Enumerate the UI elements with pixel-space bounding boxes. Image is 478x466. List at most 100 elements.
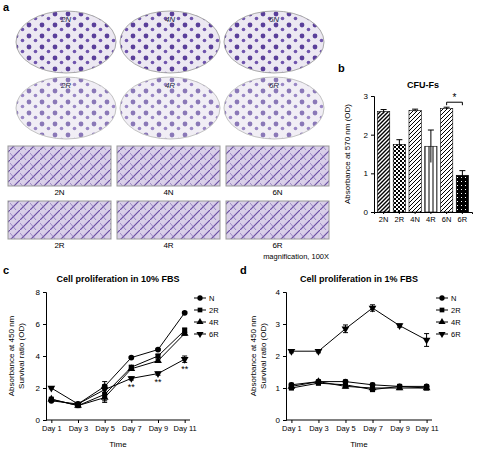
- tick-label: 2: [36, 384, 41, 393]
- tick-label: 6: [36, 320, 41, 329]
- culture-plate: [224, 11, 324, 73]
- legend-label: 6R: [209, 330, 219, 339]
- error-bar: [381, 110, 387, 114]
- tick: 2: [36, 384, 46, 393]
- error-bar-stem: [399, 140, 400, 149]
- tick-label: Day 3: [309, 424, 329, 433]
- series-line: [291, 308, 426, 351]
- marker: [74, 401, 82, 408]
- marker: [288, 382, 296, 389]
- y-axis-title: Survival ratio (OD): [17, 323, 26, 389]
- marker: [369, 306, 377, 313]
- error-bar-stem: [383, 110, 384, 114]
- tick-mark: [371, 212, 374, 213]
- tick-label: 1: [364, 169, 369, 178]
- tick-label: 2R: [395, 215, 405, 224]
- error-bar-cap: [428, 130, 434, 131]
- tick-mark: [43, 388, 46, 389]
- x-axis: 2N2R4N4R6N6R: [375, 212, 473, 224]
- chart-title: Cell proliferation in 10% FBS: [56, 274, 179, 284]
- legend-entry: 2R: [194, 306, 219, 315]
- tick-mark: [43, 292, 46, 293]
- legend-marker: [196, 318, 203, 324]
- series-line: [51, 334, 184, 406]
- marker: [423, 338, 431, 345]
- error-bar-stem: [430, 130, 431, 162]
- tick: 3: [276, 320, 286, 329]
- legend-label: N: [209, 294, 214, 303]
- tick: Day 9: [149, 420, 169, 433]
- plate-label: 4R: [165, 81, 175, 90]
- chart-title: CFU-Fs: [407, 80, 439, 90]
- tick: 6N: [442, 212, 452, 224]
- tick-mark: [51, 420, 52, 423]
- tick-mark: [105, 420, 106, 423]
- marker: [289, 382, 295, 388]
- marker: [423, 384, 431, 391]
- tick: 8: [36, 288, 46, 297]
- marker: [315, 349, 323, 356]
- tick-mark: [43, 420, 46, 421]
- micrograph-label: 4R: [163, 241, 173, 250]
- series-line: [291, 383, 426, 389]
- error-bar-cap: [459, 170, 465, 171]
- culture-plate: [120, 77, 220, 139]
- tick: Day 5: [95, 420, 115, 433]
- marker: [154, 356, 162, 363]
- legend-label: 6R: [451, 330, 461, 339]
- micrograph: [226, 201, 329, 239]
- tick: Day 3: [69, 420, 89, 433]
- tick-label: Day 5: [336, 424, 356, 433]
- error-bar-cap: [102, 381, 107, 382]
- tick: 4N: [410, 212, 420, 224]
- series-line: [291, 382, 426, 388]
- series-line: [51, 313, 184, 404]
- marker: [396, 323, 404, 330]
- marker: [47, 395, 55, 402]
- tick-mark: [283, 356, 286, 357]
- significance-label: **: [154, 377, 162, 387]
- marker: [127, 364, 135, 371]
- panel-letter: b: [338, 62, 345, 74]
- marker: [424, 384, 430, 390]
- tick-label: Day 9: [149, 424, 169, 433]
- marker: [182, 310, 188, 316]
- tick-label: Day 5: [95, 424, 115, 433]
- legend-marker: [438, 318, 445, 324]
- tick-mark: [446, 212, 447, 214]
- legend-marker: [440, 308, 445, 313]
- panel-d: 01234Day 1Day 3Day 5Day 7Day 9Day 11N2R4…: [240, 264, 461, 449]
- tick: 2: [276, 352, 286, 361]
- legend-label: 4R: [451, 318, 461, 327]
- error-bar: [459, 171, 465, 180]
- x-axis: Day 1Day 3Day 5Day 7Day 9Day 11: [282, 420, 439, 433]
- tick: 2R: [395, 212, 405, 224]
- bar: [377, 111, 389, 212]
- error-bar-cap: [444, 107, 450, 108]
- panel-letter: d: [240, 264, 247, 276]
- tick-mark: [131, 420, 132, 423]
- axis-line: [283, 293, 287, 421]
- culture-plate: [16, 11, 116, 73]
- panel-letter: a: [3, 1, 10, 13]
- tick: Day 11: [174, 420, 197, 433]
- error-bar-stem: [462, 171, 463, 180]
- tick-mark: [291, 420, 292, 423]
- error-bar-cap: [412, 109, 418, 110]
- marker: [369, 384, 377, 391]
- y-axis: 01234: [276, 288, 287, 425]
- error-bar: [412, 109, 418, 111]
- error-bar-cap: [182, 356, 187, 357]
- marker: [342, 327, 350, 334]
- tick-mark: [371, 135, 374, 136]
- tick-label: Day 7: [363, 424, 383, 433]
- tick-label: Day 9: [390, 424, 410, 433]
- tick-label: Day 1: [282, 424, 302, 433]
- tick: 2N: [379, 212, 389, 224]
- micrograph-label: 4N: [163, 188, 173, 197]
- micrograph: [226, 146, 329, 186]
- marker: [47, 386, 55, 393]
- y-axis-title: Absorbance at 450 nm: [249, 315, 258, 396]
- legend-label: 4R: [209, 318, 219, 327]
- tick: 0: [364, 208, 374, 217]
